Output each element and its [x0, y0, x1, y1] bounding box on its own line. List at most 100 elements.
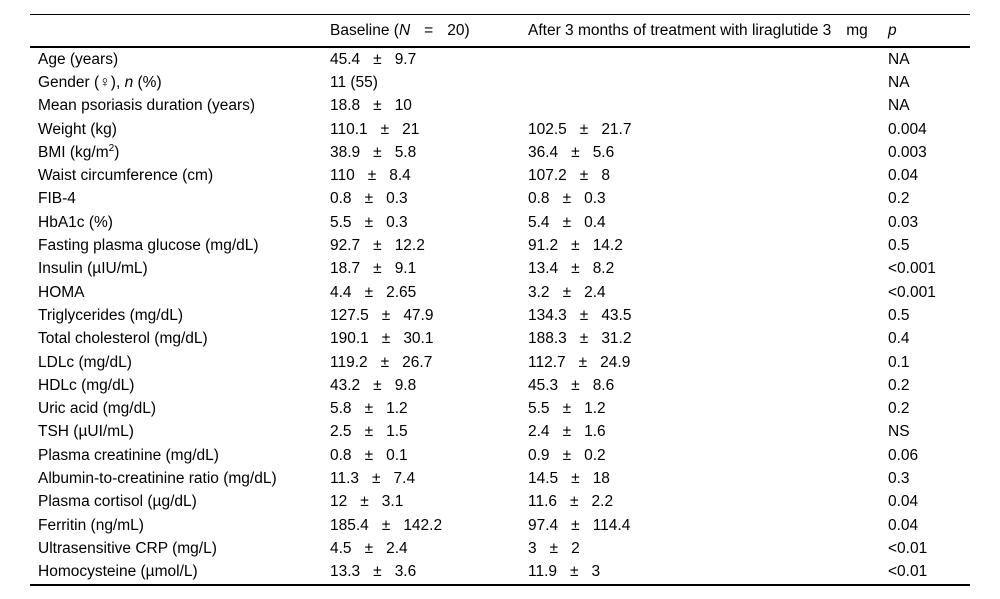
after-mean: 97.4	[528, 516, 559, 534]
after-mean: 3.2	[528, 283, 550, 301]
p-value-text: NA	[888, 50, 910, 68]
plus-minus-sign: ±	[381, 516, 391, 534]
header-after-column: After 3 months of treatment with liraglu…	[528, 22, 888, 40]
after-mean: 0.8	[528, 190, 550, 208]
after-sd: 2.2	[591, 493, 614, 511]
table-row: Weight (kg) 110.1 ±21 102.5 ±21.7 0.004	[30, 118, 970, 141]
after-sd: 1.6	[584, 423, 606, 441]
baseline-value-cell: 0.8 ±0.3	[330, 190, 528, 208]
row-label-text: Uric acid (mg/dL)	[38, 400, 156, 418]
baseline-mean: 0.8	[330, 190, 352, 208]
baseline-value-cell: 92.7 ±12.2	[330, 237, 528, 255]
row-label-text: Weight (kg)	[38, 120, 117, 138]
plus-minus-sign: ±	[571, 237, 580, 255]
plus-minus-sign: ±	[372, 469, 381, 487]
after-value-cell: 134.3 ±43.5	[528, 307, 888, 325]
p-value-cell: 0.04	[888, 167, 970, 185]
row-label-text: Ultrasensitive CRP (mg/L)	[38, 539, 217, 557]
table-row: Homocysteine (µmol/L) 13.3 ±3.6 11.9 ±3 <0…	[30, 561, 970, 584]
after-sd: 18	[592, 469, 610, 487]
after-value-cell: 102.5 ±21.7	[528, 121, 888, 139]
baseline-mean: 12	[330, 493, 348, 511]
after-mean: 11.9	[528, 563, 558, 581]
baseline-mean: 45.4	[330, 50, 361, 68]
table-row: Ferritin (ng/mL) 185.4 ±142.2 97.4 ±114.4 …	[30, 514, 970, 537]
baseline-sd: 10	[394, 97, 412, 115]
baseline-sd: 3.1	[381, 493, 404, 511]
plus-minus-sign: ±	[364, 539, 374, 557]
after-value-cell: 2.4 ±1.6	[528, 423, 888, 441]
after-sd: 2	[571, 539, 580, 557]
after-value-cell: 3.2 ±2.4	[528, 284, 888, 302]
table-header-row: Baseline (N = 20) After 3 months of treatm…	[30, 15, 970, 48]
p-value-text: 0.4	[888, 330, 910, 348]
p-value-text: 0.5	[888, 306, 910, 324]
p-value-cell: 0.2	[888, 400, 970, 418]
baseline-value-cell: 11.3 ±7.4	[330, 470, 528, 488]
row-label-italic: n	[124, 73, 134, 91]
header-baseline-n: N	[398, 21, 411, 39]
table-row: Triglycerides (mg/dL) 127.5 ±47.9 134.3 ±4…	[30, 304, 970, 327]
after-sd: 8.2	[592, 260, 615, 278]
row-label: Plasma cortisol (µg/dL)	[30, 493, 330, 511]
baseline-sd: 9.7	[394, 50, 417, 68]
plus-minus-sign: ±	[571, 376, 580, 394]
plus-minus-sign: ±	[360, 493, 369, 511]
after-sd: 14.2	[592, 237, 623, 255]
baseline-value-cell: 5.8 ±1.2	[330, 400, 528, 418]
baseline-sd: 1.2	[386, 400, 408, 418]
after-sd: 2.4	[584, 283, 606, 301]
p-value-cell: <0.01	[888, 540, 970, 558]
after-value-cell: 36.4 ±5.6	[528, 144, 888, 162]
baseline-value-cell: 45.4 ±9.7	[330, 51, 528, 69]
baseline-sd: 30.1	[403, 330, 434, 348]
plus-minus-sign: ±	[570, 493, 579, 511]
plus-minus-sign: ±	[373, 143, 382, 161]
after-value-cell: 3 ±2	[528, 540, 888, 558]
row-label: BMI (kg/m2)	[30, 143, 330, 162]
baseline-value-cell: 0.8 ±0.1	[330, 447, 528, 465]
row-label-text: Gender (♀),	[38, 73, 125, 91]
after-mean: 11.6	[528, 493, 558, 511]
after-mean: 5.5	[528, 400, 550, 418]
row-label: Triglycerides (mg/dL)	[30, 307, 330, 325]
p-value-cell: NS	[888, 423, 970, 441]
table-row: TSH (µUI/mL) 2.5 ±1.5 2.4 ±1.6 NS	[30, 421, 970, 444]
baseline-value-cell: 43.2 ±9.8	[330, 377, 528, 395]
baseline-value-cell: 12 ±3.1	[330, 493, 528, 511]
baseline-value-cell: 38.9 ±5.8	[330, 144, 528, 162]
p-value-cell: 0.04	[888, 493, 970, 511]
baseline-mean: 18.7	[330, 260, 361, 278]
plus-minus-sign: ±	[373, 376, 382, 394]
baseline-sd: 1.5	[386, 423, 408, 441]
after-mean: 91.2	[528, 237, 559, 255]
plus-minus-sign: ±	[549, 539, 559, 557]
p-value-cell: <0.01	[888, 563, 970, 581]
baseline-value-cell: 5.5 ±0.3	[330, 214, 528, 232]
p-value-cell: 0.3	[888, 470, 970, 488]
plus-minus-sign: ±	[562, 423, 572, 441]
baseline-mean: 43.2	[330, 376, 361, 394]
p-value-text: NS	[888, 423, 910, 441]
plus-minus-sign: ±	[373, 97, 382, 115]
baseline-value-cell: 11 (55)	[330, 74, 528, 92]
p-value-cell: 0.004	[888, 121, 970, 139]
plus-minus-sign: ±	[570, 563, 579, 581]
row-label-text: Homocysteine (µmol/L)	[38, 563, 198, 581]
row-label-text: HDLc (mg/dL)	[38, 376, 135, 394]
row-label-text: Albumin-to-creatinine ratio (mg/dL)	[38, 469, 277, 487]
baseline-mean: 185.4	[330, 516, 369, 534]
header-after-text: After 3 months of treatment with liraglu…	[528, 21, 832, 39]
row-label-text: HbA1c (%)	[38, 213, 113, 231]
plus-minus-sign: ±	[364, 423, 374, 441]
after-sd: 43.5	[601, 306, 632, 324]
plus-minus-sign: ±	[562, 213, 572, 231]
baseline-value-cell: 185.4 ±142.2	[330, 517, 528, 535]
row-label: Insulin (µIU/mL)	[30, 260, 330, 278]
table-row: LDLc (mg/dL) 119.2 ±26.7 112.7 ±24.9 0.1	[30, 351, 970, 374]
after-mean: 188.3	[528, 330, 567, 348]
p-value-cell: <0.001	[888, 284, 970, 302]
after-mean: 0.9	[528, 446, 550, 464]
baseline-mean: 119.2	[330, 353, 368, 371]
